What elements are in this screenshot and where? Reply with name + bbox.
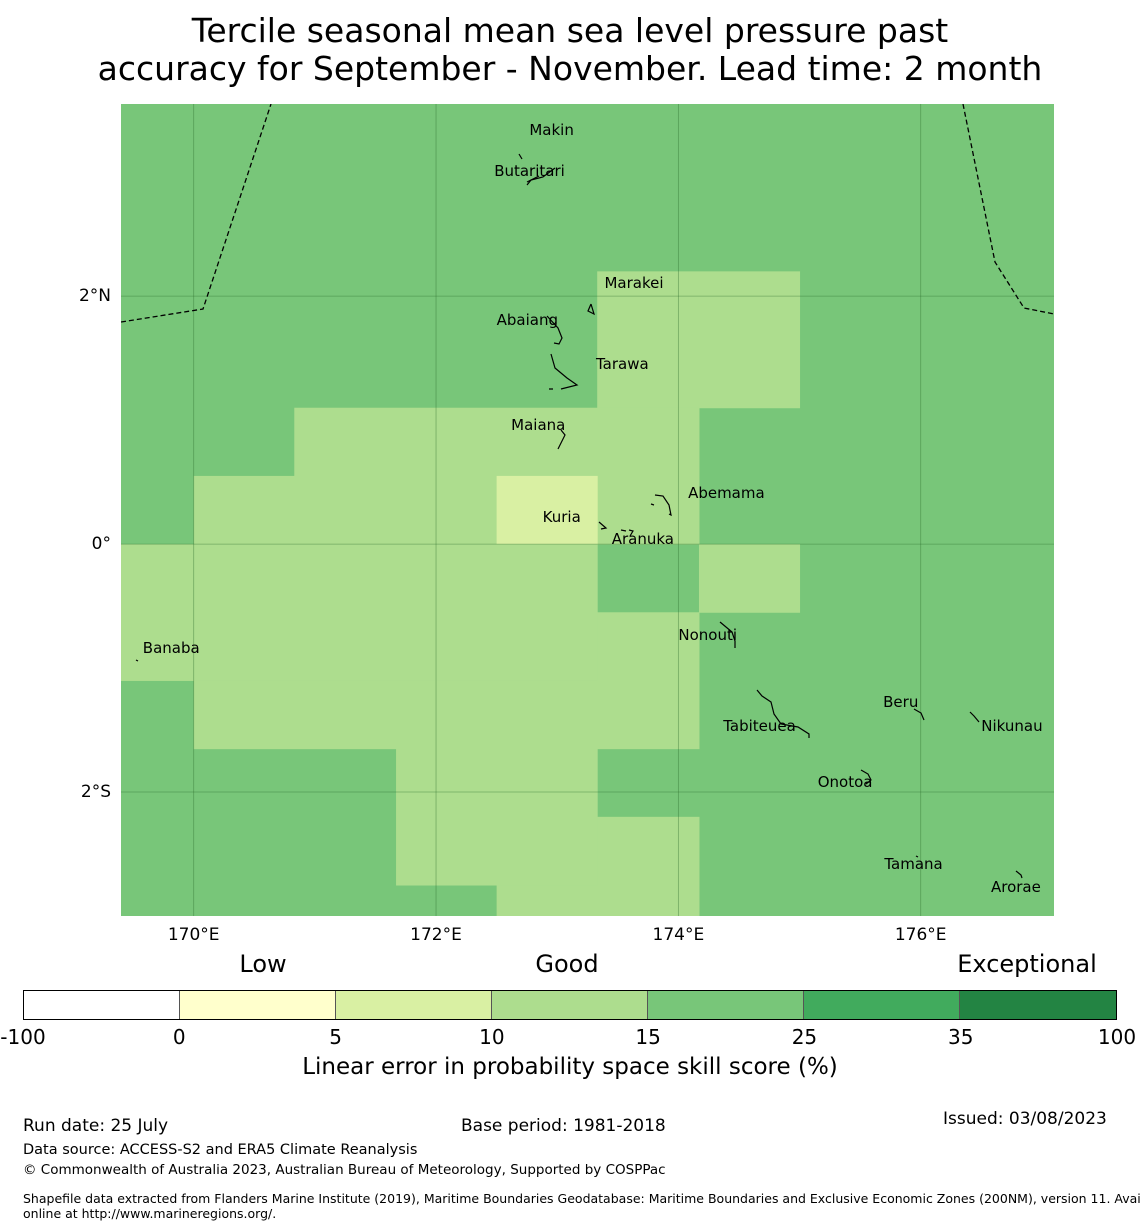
eez-boundary-east <box>962 104 1054 315</box>
place-label: Butaritari <box>494 161 565 180</box>
copyright: © Commonwealth of Australia 2023, Austra… <box>23 1162 666 1178</box>
place-label: Kuria <box>542 507 581 526</box>
colorbar-tick-label: 10 <box>479 1025 505 1049</box>
skill-cell-10 <box>496 885 700 916</box>
skill-cell-2 <box>193 475 498 545</box>
colorbar-segment <box>24 991 180 1019</box>
island-tamana-shape <box>915 855 919 858</box>
skill-cell-11 <box>597 816 700 886</box>
island-aranuka-shape <box>620 529 634 537</box>
lon-tick-label: 172°E <box>410 925 462 945</box>
place-label: Makin <box>529 121 574 140</box>
place-label: Tamana <box>884 854 943 873</box>
skill-cell-3 <box>597 475 700 545</box>
island-abaiang-shape <box>546 315 563 345</box>
island-onotoa-shape <box>860 769 872 785</box>
shapefile-credit-line-2: online at http://www.marineregions.org/. <box>23 1206 277 1221</box>
colorbar-segment <box>648 991 804 1019</box>
skill-cell-1 <box>294 407 700 477</box>
colorbar-segment <box>180 991 336 1019</box>
legend-category-good: Good <box>535 950 599 978</box>
island-arorae-shape <box>1015 870 1023 879</box>
skill-cell-5 <box>121 544 598 681</box>
island-tabiteuea-shape <box>756 689 810 738</box>
place-label: Abaiang <box>496 310 558 329</box>
issued-date: Issued: 03/08/2023 <box>943 1109 1107 1129</box>
legend-category-low: Low <box>239 950 287 978</box>
run-date: Run date: 25 July <box>23 1116 169 1136</box>
place-label: Banaba <box>142 639 200 658</box>
eez-boundary-west <box>121 104 272 323</box>
colorbar-tick-label: 0 <box>172 1025 186 1049</box>
colorbar-tick-label: 5 <box>329 1025 342 1049</box>
island-nikunau-shape <box>969 711 980 723</box>
place-label: Marakei <box>604 273 664 292</box>
title-line-2: accuracy for September - November. Lead … <box>97 49 1043 88</box>
map-panel <box>121 104 1054 916</box>
colorbar-tick-label: 100 <box>1097 1025 1137 1049</box>
map-canvas <box>121 104 1054 916</box>
legend-category-exceptional: Exceptional <box>957 950 1097 978</box>
island-kuria-shape <box>598 521 608 530</box>
lon-tick-label: 174°E <box>652 925 705 945</box>
skill-cell-4 <box>496 475 598 545</box>
skill-cell-7 <box>597 612 700 750</box>
colorbar-tick-label: 25 <box>791 1025 818 1049</box>
island-tarawa-shape <box>549 353 579 390</box>
place-label: Nikunau <box>981 717 1043 736</box>
lat-tick-label: 0° <box>91 534 111 555</box>
place-label: Aranuka <box>611 530 674 549</box>
skill-cell-6 <box>698 544 801 613</box>
place-label: Beru <box>883 692 919 711</box>
colorbar-tick-label: -100 <box>0 1025 46 1049</box>
place-label: Onotoa <box>817 773 873 792</box>
place-label: Abemama <box>688 484 765 503</box>
skill-cell-8 <box>193 680 598 750</box>
place-label: Tarawa <box>595 355 649 374</box>
island-beru-shape <box>913 708 925 721</box>
skill-cell-0 <box>597 271 801 409</box>
island-butaritari-shape <box>526 175 540 183</box>
colorbar-label: Linear error in probability space skill … <box>302 1054 838 1080</box>
shapefile-credit-line-1: Shapefile data extracted from Flanders M… <box>23 1191 1140 1206</box>
colorbar-segment <box>804 991 960 1019</box>
colorbar-segment <box>960 991 1116 1019</box>
lon-tick-label: 176°E <box>894 925 947 945</box>
skill-cell-9 <box>396 748 598 886</box>
colorbar <box>23 990 1117 1020</box>
island-abemama-shape <box>650 494 672 517</box>
island-maiana-shape <box>557 429 566 450</box>
colorbar-segment <box>492 991 648 1019</box>
place-label: Tabiteuea <box>723 717 796 736</box>
colorbar-segment <box>336 991 492 1019</box>
lon-tick-label: 170°E <box>167 925 220 945</box>
title-line-1: Tercile seasonal mean sea level pressure… <box>191 11 949 50</box>
island-nonouti-shape <box>719 621 736 648</box>
colorbar-tick-label: 35 <box>947 1025 974 1049</box>
island-makin-shape <box>518 153 556 186</box>
island-banaba-shape <box>135 659 139 662</box>
data-source: Data source: ACCESS-S2 and ERA5 Climate … <box>23 1142 418 1158</box>
colorbar-tick-label: 15 <box>635 1025 661 1049</box>
island-marakei-shape <box>587 303 595 316</box>
lat-tick-label: 2°N <box>78 286 111 307</box>
base-period: Base period: 1981-2018 <box>461 1116 666 1136</box>
place-label: Maiana <box>511 416 566 435</box>
lat-tick-label: 2°S <box>80 782 111 803</box>
place-label: Nonouti <box>678 625 738 644</box>
place-label: Arorae <box>990 878 1041 897</box>
